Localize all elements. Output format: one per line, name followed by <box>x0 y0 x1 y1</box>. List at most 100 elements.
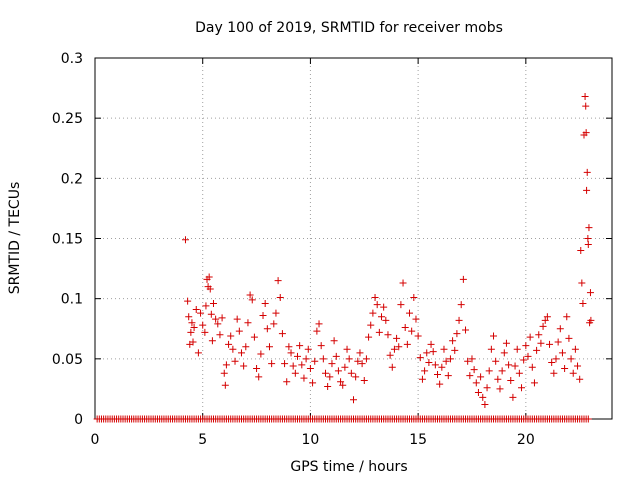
data-point <box>341 363 349 371</box>
data-point <box>371 293 379 301</box>
data-point <box>429 348 437 356</box>
data-point <box>375 328 383 336</box>
data-point <box>197 309 205 317</box>
data-point <box>225 340 233 348</box>
data-point <box>296 342 304 350</box>
data-point <box>218 314 226 322</box>
data-point <box>216 331 224 339</box>
data-point <box>535 331 543 339</box>
data-point <box>259 312 267 320</box>
data-point <box>388 363 396 371</box>
y-tick-label: 0.2 <box>61 171 83 187</box>
data-point <box>347 369 355 377</box>
data-point <box>520 356 528 364</box>
data-point <box>352 373 360 381</box>
data-point <box>406 309 414 317</box>
data-point <box>298 361 306 369</box>
data-point <box>474 389 482 397</box>
data-point <box>345 355 353 363</box>
data-point <box>455 316 463 324</box>
data-point <box>558 349 566 357</box>
data-point <box>518 384 526 392</box>
data-point <box>453 330 461 338</box>
data-point <box>313 327 321 335</box>
data-point <box>528 363 536 371</box>
data-point <box>369 309 377 317</box>
data-point <box>513 345 521 353</box>
data-point <box>300 374 308 382</box>
data-point <box>554 338 562 346</box>
data-point <box>276 293 284 301</box>
data-point <box>184 297 192 305</box>
data-point <box>502 339 510 347</box>
data-point <box>291 369 299 377</box>
data-point <box>227 332 235 340</box>
data-point <box>199 321 207 329</box>
data-point <box>187 328 195 336</box>
data-point <box>281 360 289 368</box>
data-point <box>459 275 467 283</box>
data-point <box>315 320 323 328</box>
data-point <box>399 279 407 287</box>
data-point <box>321 369 329 377</box>
data-point <box>278 330 286 338</box>
data-point <box>319 355 327 363</box>
data-point <box>304 345 312 353</box>
x-tick-label: 15 <box>409 432 427 448</box>
data-point <box>494 375 502 383</box>
gridlines <box>95 58 612 419</box>
x-tick-label: 0 <box>91 432 100 448</box>
data-point <box>330 337 338 345</box>
data-point <box>274 277 282 285</box>
data-point <box>524 352 532 360</box>
data-point <box>356 349 364 357</box>
data-point <box>185 313 193 321</box>
data-point <box>541 316 549 324</box>
data-point <box>477 373 485 381</box>
data-point <box>212 315 220 323</box>
data-point <box>334 367 342 375</box>
data-point <box>244 319 252 327</box>
data-point <box>579 299 587 307</box>
y-tick-label: 0.1 <box>61 292 83 308</box>
data-point <box>507 376 515 384</box>
data-point <box>436 380 444 388</box>
data-point <box>500 349 508 357</box>
data-point <box>451 346 459 354</box>
data-point <box>293 352 301 360</box>
data-point <box>390 345 398 353</box>
data-point <box>571 345 579 353</box>
data-point <box>324 383 332 391</box>
data-point <box>201 328 209 336</box>
data-point <box>412 315 420 323</box>
data-point <box>253 364 261 372</box>
data-point <box>414 332 422 340</box>
data-point <box>446 355 454 363</box>
data-point <box>583 186 591 194</box>
data-point <box>423 349 431 357</box>
data-point <box>367 321 375 329</box>
data-point <box>181 236 189 244</box>
data-point <box>268 360 276 368</box>
data-point <box>206 285 214 293</box>
data-point <box>526 333 534 341</box>
data-point <box>574 362 582 370</box>
data-point <box>587 316 595 324</box>
data-point <box>509 393 517 401</box>
data-point <box>583 168 591 176</box>
data-point <box>585 224 593 232</box>
x-tick-label: 20 <box>517 432 535 448</box>
data-point <box>427 340 435 348</box>
data-point <box>261 299 269 307</box>
data-point <box>317 342 325 350</box>
data-point <box>373 301 381 309</box>
data-point <box>248 296 256 304</box>
data-point <box>416 354 424 362</box>
data-point <box>194 349 202 357</box>
chart-title: Day 100 of 2019, SRMTID for receiver mob… <box>195 20 503 36</box>
data-point <box>578 279 586 287</box>
data-point <box>311 357 319 365</box>
data-point <box>382 316 390 324</box>
data-point <box>250 333 258 341</box>
